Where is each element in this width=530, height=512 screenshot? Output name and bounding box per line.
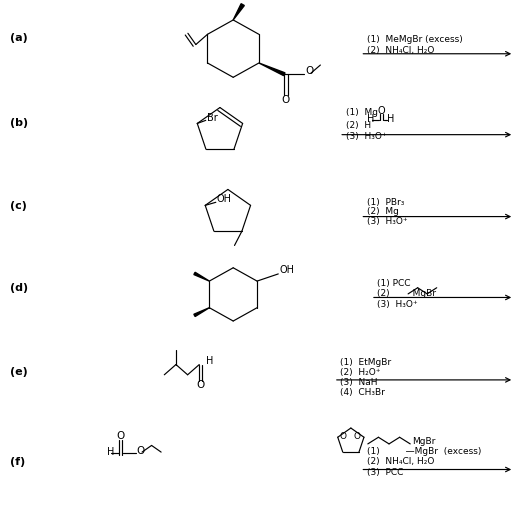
Text: (3)  H₃O⁺: (3) H₃O⁺ [346,132,386,141]
Text: OH: OH [280,265,295,275]
Text: MgBr: MgBr [412,437,435,446]
Text: (3)  H₃O⁺: (3) H₃O⁺ [377,300,418,309]
Text: O: O [137,445,145,456]
Text: O: O [197,380,205,390]
Text: O: O [339,432,346,441]
Text: (1)  Mg: (1) Mg [346,108,377,117]
Text: O: O [282,95,290,105]
Polygon shape [194,272,209,281]
Text: Br: Br [207,113,217,123]
Text: H: H [367,114,374,124]
Text: H: H [107,446,114,457]
Text: OH: OH [217,194,232,204]
Text: O: O [378,105,385,116]
Text: (2)  NH₄Cl, H₂O: (2) NH₄Cl, H₂O [367,46,434,55]
Text: (f): (f) [10,457,25,467]
Text: (1) PCC: (1) PCC [377,279,411,288]
Polygon shape [233,4,244,20]
Text: (d): (d) [10,283,28,293]
Polygon shape [259,63,285,76]
Text: (4)  CH₃Br: (4) CH₃Br [340,388,385,397]
Text: (c): (c) [10,201,26,211]
Text: (1)  EtMgBr: (1) EtMgBr [340,358,391,367]
Text: (a): (a) [10,33,27,44]
Text: (1)  PBr₃: (1) PBr₃ [367,198,404,207]
Text: (2)  Mg: (2) Mg [367,207,399,217]
Text: (b): (b) [10,118,28,128]
Text: (3)  NaH: (3) NaH [340,378,378,387]
Text: (1)         —MgBr  (excess): (1) —MgBr (excess) [367,447,481,456]
Text: H: H [387,114,394,124]
Text: (3)  PCC: (3) PCC [367,467,403,477]
Text: (1)  MeMgBr (excess): (1) MeMgBr (excess) [367,35,463,45]
Text: (2)  H: (2) H [346,121,370,130]
Polygon shape [194,308,209,316]
Text: O: O [305,66,314,76]
Text: O: O [117,431,125,441]
Text: H: H [206,356,213,367]
Text: (2)  NH₄Cl, H₂O: (2) NH₄Cl, H₂O [367,457,434,466]
Text: (2)  H₂O⁺: (2) H₂O⁺ [340,368,381,377]
Text: (2)        MgBr: (2) MgBr [377,289,436,298]
Text: (e): (e) [10,367,27,377]
Text: O: O [354,432,360,441]
Text: (3)  H₃O⁺: (3) H₃O⁺ [367,217,408,226]
